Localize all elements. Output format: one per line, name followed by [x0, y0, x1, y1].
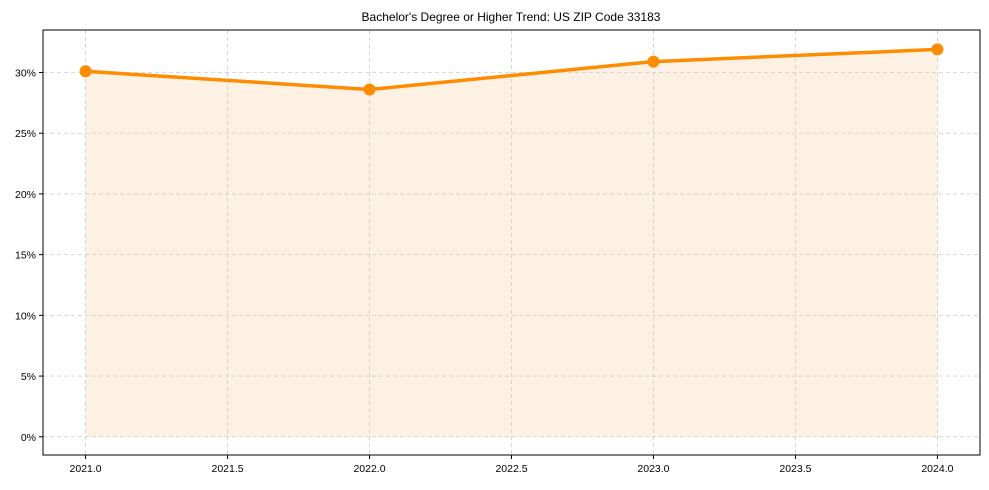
x-tick-label: 2024.0	[921, 463, 953, 475]
x-tick-label: 2021.5	[211, 463, 243, 475]
data-point	[79, 65, 92, 78]
y-tick-label: 15%	[15, 250, 36, 262]
y-axis: 0% 5% 10% 15% 20% 25% 30%	[15, 68, 43, 444]
x-tick-label: 2023.0	[637, 463, 669, 475]
y-tick-label: 20%	[15, 189, 36, 201]
y-tick-label: 30%	[15, 68, 36, 80]
x-axis: 2021.0 2021.5 2022.0 2022.5 2023.0 2023.5 2024…	[70, 455, 954, 475]
x-tick-label: 2022.5	[495, 463, 527, 475]
data-point	[363, 83, 376, 96]
axes-frame	[42, 29, 981, 456]
y-tick-label: 25%	[15, 128, 36, 140]
x-tick-label: 2022.0	[353, 463, 385, 475]
y-tick-label: 0%	[21, 432, 36, 444]
x-tick-label: 2021.0	[70, 463, 102, 475]
x-tick-label: 2023.5	[779, 463, 811, 475]
series-line	[85, 47, 938, 92]
data-point	[931, 43, 944, 56]
data-point	[647, 55, 660, 68]
plot-area	[43, 30, 980, 455]
y-tick-label: 5%	[21, 371, 36, 383]
y-tick-label: 10%	[15, 310, 36, 322]
chart-title: Bachelor's Degree or Higher Trend: US ZI…	[362, 10, 661, 24]
